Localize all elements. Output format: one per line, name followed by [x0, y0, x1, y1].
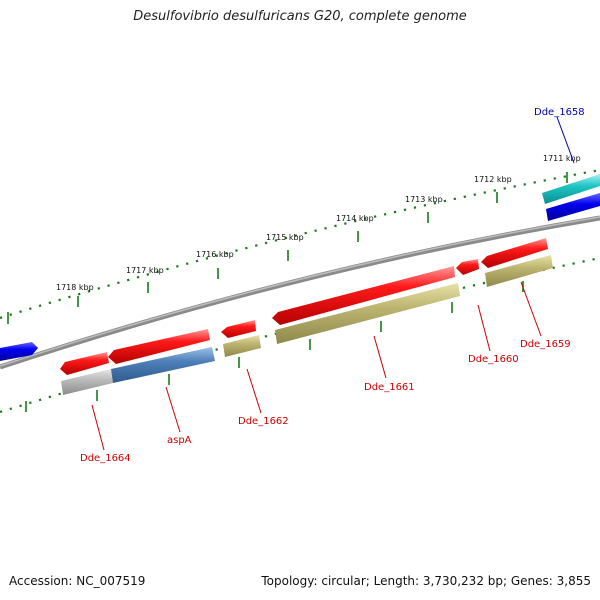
genome-backbone	[0, 215, 600, 370]
label-dde-1661[interactable]: Dde_1661	[364, 382, 415, 393]
gene-left-partial-blue[interactable]	[0, 342, 38, 361]
ruler-label-1716: 1716 kbp	[196, 250, 234, 259]
gene-bar-aspa[interactable]	[111, 347, 215, 383]
gene-bar-dde-1659[interactable]	[485, 255, 553, 287]
cds-dde-1662[interactable]	[221, 320, 256, 338]
gene-bar-dde-1664[interactable]	[61, 369, 113, 395]
leader-aspa	[165, 386, 181, 433]
accession-text: Accession: NC_007519	[9, 574, 146, 588]
ruler-label-1711: 1711 kbp	[543, 154, 581, 163]
ruler-label-1717: 1717 kbp	[126, 266, 164, 275]
leader-dde-1658	[556, 116, 575, 164]
leader-dde-1659	[520, 281, 542, 337]
leader-dde-1662	[246, 368, 262, 414]
gene-bar-dde-1661[interactable]	[275, 283, 460, 344]
label-dde-1660[interactable]: Dde_1660	[468, 354, 519, 365]
topology-text: Topology: circular; Length: 3,730,232 bp…	[261, 574, 591, 588]
leader-dde-1661	[373, 335, 387, 379]
leader-dde-1660	[477, 304, 491, 352]
gene-dde-1658[interactable]	[542, 174, 600, 204]
outer-ruler-dots	[0, 168, 600, 320]
outer-ruler: 1711 kbp 1712 kbp 1713 kbp 1714 kbp 1715…	[0, 154, 600, 324]
cds-dde-1659[interactable]	[481, 238, 548, 268]
label-dde-1664[interactable]: Dde_1664	[80, 453, 131, 464]
ruler-label-1714: 1714 kbp	[336, 214, 374, 223]
ruler-label-1718: 1718 kbp	[56, 283, 94, 292]
gene-forward-blue[interactable]	[546, 193, 600, 221]
label-dde-1662[interactable]: Dde_1662	[238, 416, 289, 427]
label-dde-1658[interactable]: Dde_1658	[534, 107, 585, 118]
genome-backbone-highlight	[0, 216, 600, 367]
label-dde-1659[interactable]: Dde_1659	[520, 339, 571, 350]
gene-bar-dde-1662[interactable]	[223, 335, 261, 357]
cds-aspa[interactable]	[108, 329, 210, 364]
cds-dde-1660[interactable]	[456, 259, 479, 275]
map-title: Desulfovibrio desulfuricans G20, complet…	[133, 9, 467, 24]
cds-dde-1664[interactable]	[60, 352, 109, 375]
label-aspa[interactable]: aspA	[167, 435, 192, 446]
leader-lines	[91, 116, 575, 451]
ruler-label-1715: 1715 kbp	[266, 233, 304, 242]
ruler-label-1713: 1713 kbp	[405, 195, 443, 204]
leader-dde-1664	[91, 404, 105, 451]
ruler-label-1712: 1712 kbp	[474, 175, 512, 184]
cds-dde-1661[interactable]	[272, 266, 455, 325]
